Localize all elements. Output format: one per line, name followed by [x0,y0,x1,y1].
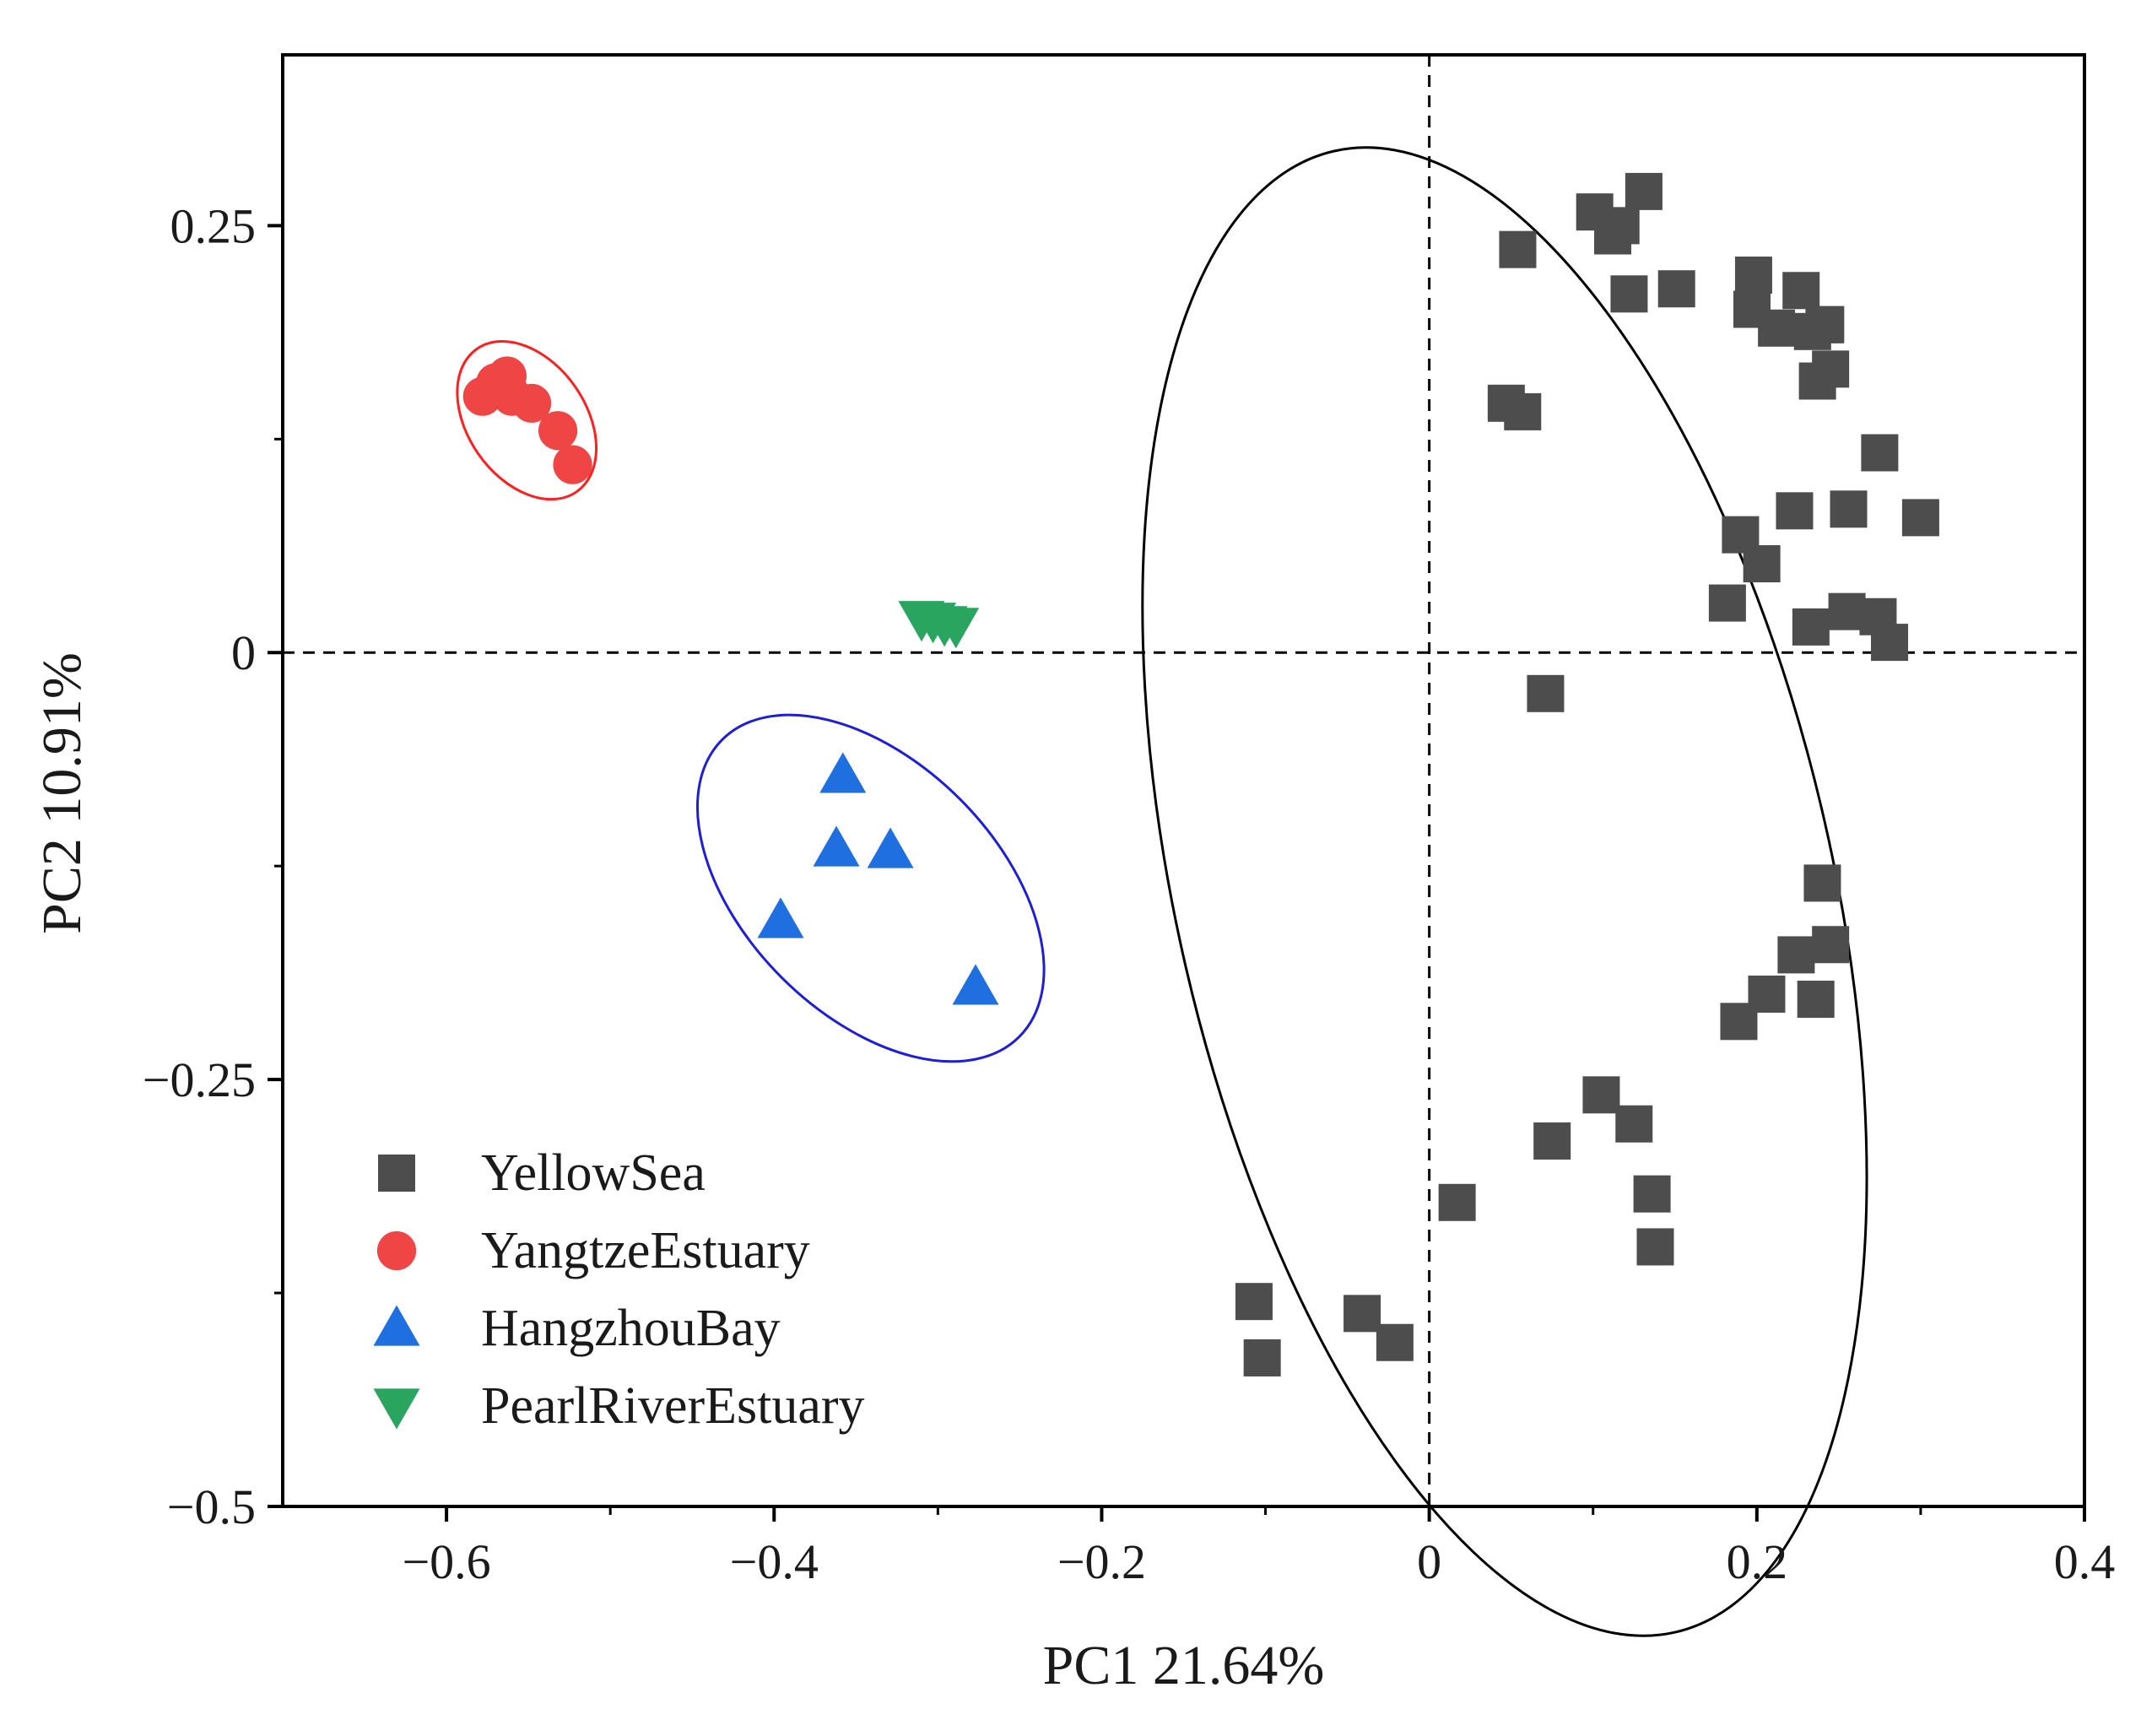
data-point [1527,674,1565,712]
y-tick-label: −0.5 [167,1479,256,1534]
data-point [1743,545,1781,583]
legend-marker [373,1305,420,1346]
data-point [1782,272,1820,310]
plot-frame [281,53,2086,1508]
data-point [933,608,980,649]
legend-label: YellowSea [481,1144,706,1202]
ellipse-YangtzeEstuary [456,339,598,501]
data-point [1792,608,1830,646]
data-point [1615,1105,1653,1143]
data-point [1720,1003,1758,1041]
legend-item-YellowSea: YellowSea [378,1144,706,1202]
data-point [1708,584,1746,622]
legend-marker [376,1230,417,1271]
x-axis-label: PC1 21.64% [1043,1635,1325,1696]
data-point [1438,1183,1476,1221]
data-point [1633,1175,1671,1213]
data-point [1901,499,1939,537]
data-point [1777,936,1815,974]
y-tick-label: −0.25 [143,1052,256,1107]
data-point [1776,492,1814,530]
ellipse-YellowSea [1141,146,1868,1637]
data-point [757,897,804,938]
data-point [538,411,578,451]
data-point [1758,309,1796,347]
y-tick-label: 0.25 [170,198,257,253]
series-HangzhouBay [757,752,999,1005]
legend-marker [378,1155,415,1192]
x-tick-label: 0.4 [2054,1534,2116,1589]
data-point [819,752,867,793]
legend: YellowSea YangtzeEstuary HangzhouBay PearlR… [373,1144,865,1435]
y-axis-label: PC2 10.91% [31,652,93,934]
data-point [1828,592,1866,630]
data-point [1657,270,1695,308]
legend-label: PearlRiverEstuary [481,1377,865,1435]
data-point [1344,1295,1381,1333]
data-point [1533,1122,1571,1160]
series-YangtzeEstuary [462,356,592,484]
data-point [1499,230,1537,268]
data-point [1861,434,1899,472]
legend-item-PearlRiverEstuary: PearlRiverEstuary [373,1377,865,1435]
legend-label: HangzhouBay [481,1300,781,1357]
series-YellowSea [1235,172,1939,1376]
y-tick-label: 0 [231,625,256,680]
reference-lines [283,55,2084,1506]
data-point [952,964,999,1005]
ellipse-HangzhouBay [696,713,1046,1063]
data-point [1812,926,1850,964]
data-point [1504,392,1542,430]
legend-item-HangzhouBay: HangzhouBay [373,1300,781,1357]
data-points [462,172,1939,1376]
data-point [1235,1283,1273,1321]
data-point [511,383,552,423]
x-tick-label: −0.2 [1057,1534,1146,1589]
data-point [813,825,860,867]
x-tick-label: −0.4 [730,1534,819,1589]
x-tick-label: −0.6 [402,1534,490,1589]
data-point [1243,1339,1281,1376]
axis-ticks: −0.6 −0.4 −0.2 0 0.2 0.4 −0.5 −0.25 0 0.25 [143,198,2115,1589]
x-tick-label: 0 [1417,1534,1441,1589]
data-point [1871,624,1909,662]
ellipse-layer [456,146,1868,1637]
data-point [1602,207,1640,245]
data-point [1798,362,1836,400]
data-point [1636,1228,1674,1266]
data-point [1803,864,1841,902]
legend-label: YangtzeEstuary [481,1222,810,1279]
data-point [1376,1323,1414,1361]
data-point [1797,981,1835,1019]
legend-marker [373,1388,420,1430]
legend-item-YangtzeEstuary: YangtzeEstuary [376,1222,810,1279]
data-point [1610,275,1648,313]
data-point [867,827,914,868]
data-point [1807,306,1845,343]
data-point [1625,172,1663,210]
x-tick-label: 0.2 [1727,1534,1788,1589]
series-PearlRiverEstuary [898,601,980,649]
data-point [553,445,592,484]
data-point [1734,257,1772,295]
data-point [1582,1076,1620,1114]
data-point [1830,490,1868,528]
